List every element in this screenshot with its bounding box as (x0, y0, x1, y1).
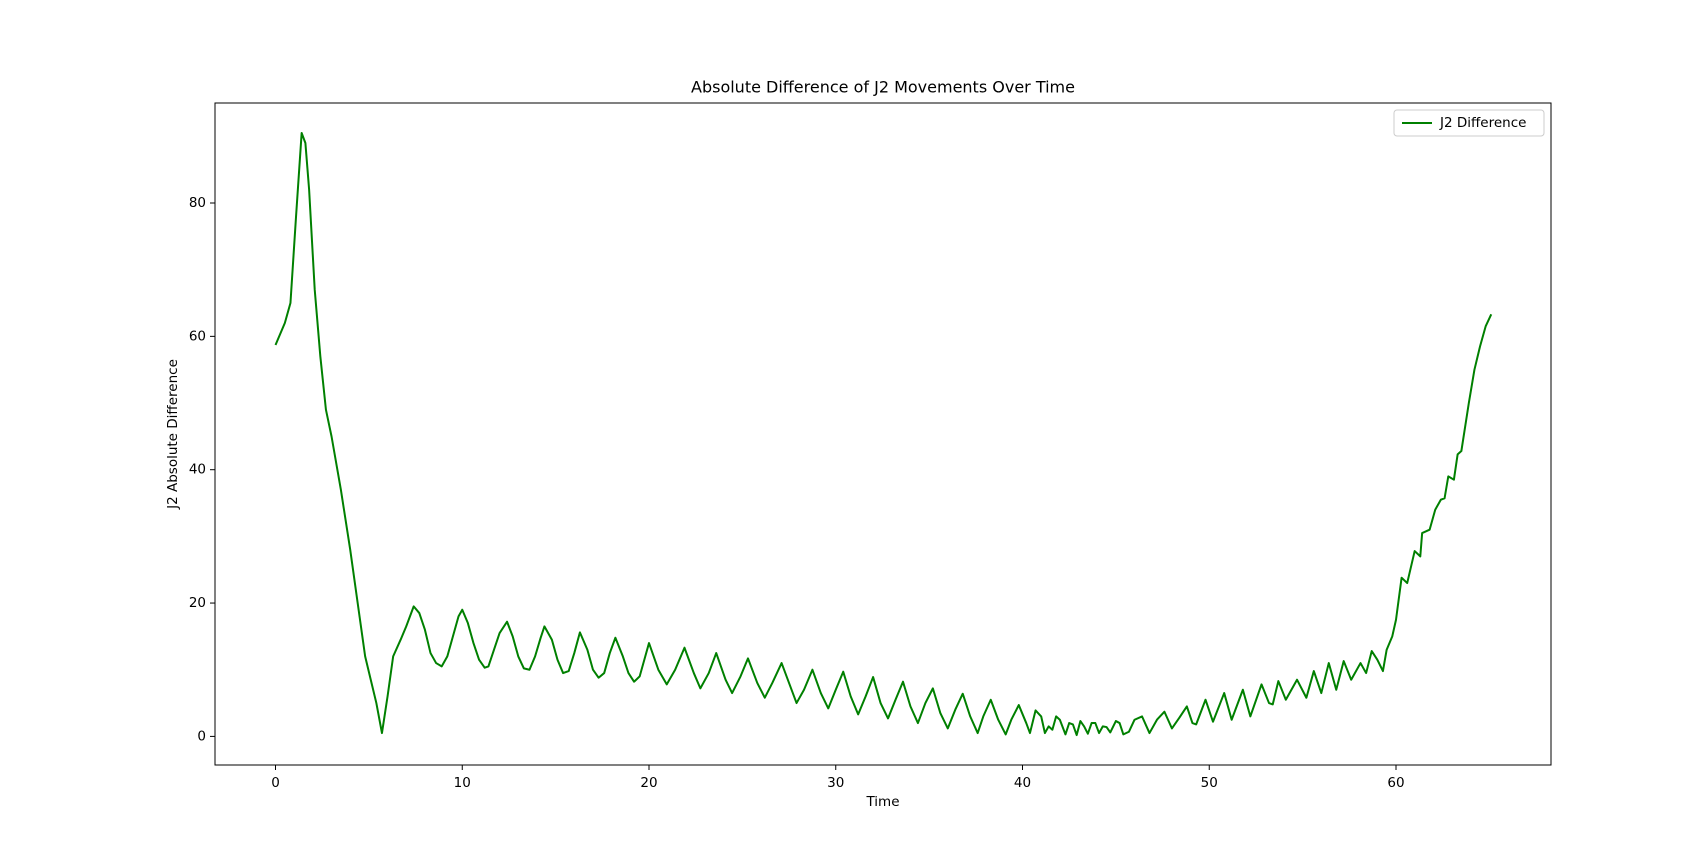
x-tick-label: 10 (454, 775, 471, 791)
x-tick-label: 30 (827, 775, 844, 791)
plot-frame (214, 102, 1552, 766)
y-tick-label: 40 (189, 462, 206, 478)
data-line (274, 132, 1493, 737)
y-tick-label: 0 (197, 728, 206, 744)
chart-title: Absolute Difference of J2 Movements Over… (691, 78, 1075, 97)
legend-box (1393, 109, 1545, 137)
x-tick-label: 0 (271, 775, 280, 791)
y-tick-label: 80 (189, 195, 206, 211)
x-tick-label: 20 (640, 775, 657, 791)
x-tick-label: 60 (1387, 775, 1404, 791)
y-tick-label: 60 (189, 328, 206, 344)
legend-label: J2 Difference (1439, 115, 1526, 131)
x-axis-label: Time (865, 794, 899, 810)
y-tick-label: 20 (189, 595, 206, 611)
y-axis-label: J2 Absolute Difference (165, 359, 181, 510)
x-tick-label: 50 (1201, 775, 1218, 791)
x-tick-label: 40 (1014, 775, 1031, 791)
